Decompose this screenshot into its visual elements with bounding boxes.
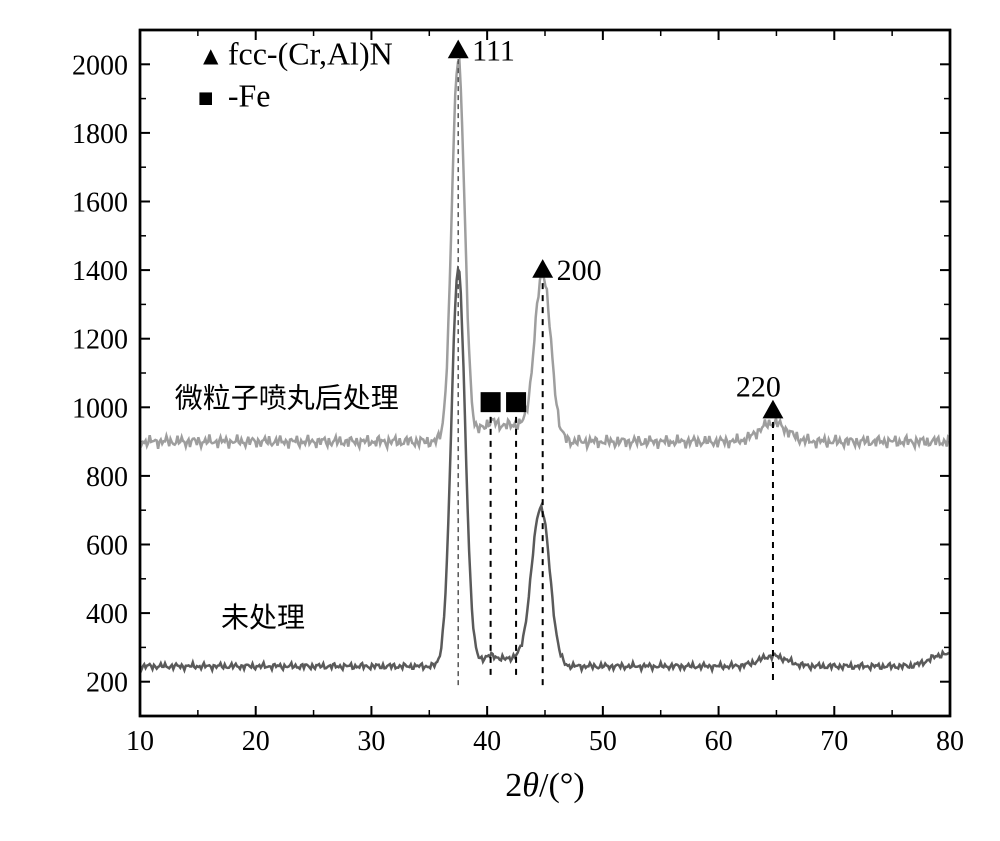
inline-label: 微粒子喷丸后处理 [175, 382, 399, 414]
legend-item: ■ -Fe [198, 77, 271, 113]
svg-text:1400: 1400 [72, 256, 128, 287]
svg-text:60: 60 [705, 726, 733, 757]
svg-text:20: 20 [242, 726, 270, 757]
svg-text:111: 111 [472, 35, 515, 68]
svg-text:80: 80 [936, 726, 964, 757]
chart-svg: 10 20 30 40 50 60 70 80 200 400 600 800 1000 1200 1400… [0, 0, 1000, 836]
svg-text:70: 70 [820, 726, 848, 757]
svg-text:-Fe: -Fe [228, 77, 271, 113]
svg-text:200: 200 [557, 254, 602, 287]
inline-label: 未处理 [221, 602, 305, 634]
svg-text:400: 400 [86, 599, 128, 630]
svg-text:1800: 1800 [72, 119, 128, 150]
svg-text:▲: ▲ [198, 40, 224, 70]
svg-text:30: 30 [357, 726, 385, 757]
svg-text:1200: 1200 [72, 325, 128, 356]
svg-text:220: 220 [736, 371, 781, 404]
svg-text:1600: 1600 [72, 188, 128, 219]
xrd-chart: 10 20 30 40 50 60 70 80 200 400 600 800 1000 1200 1400… [0, 0, 1000, 836]
legend-item: ▲fcc-(Cr,Al)N [198, 35, 393, 71]
svg-text:10: 10 [126, 726, 154, 757]
svg-text:1000: 1000 [72, 393, 128, 424]
svg-text:200: 200 [86, 668, 128, 699]
svg-text:40: 40 [473, 726, 501, 757]
svg-text:800: 800 [86, 462, 128, 493]
svg-text:50: 50 [589, 726, 617, 757]
svg-text:fcc-(Cr,Al)N: fcc-(Cr,Al)N [228, 35, 393, 71]
svg-text:■: ■ [198, 82, 214, 112]
svg-text:2000: 2000 [72, 50, 128, 81]
svg-text:2θ/(°): 2θ/(°) [505, 767, 584, 804]
svg-text:600: 600 [86, 531, 128, 562]
